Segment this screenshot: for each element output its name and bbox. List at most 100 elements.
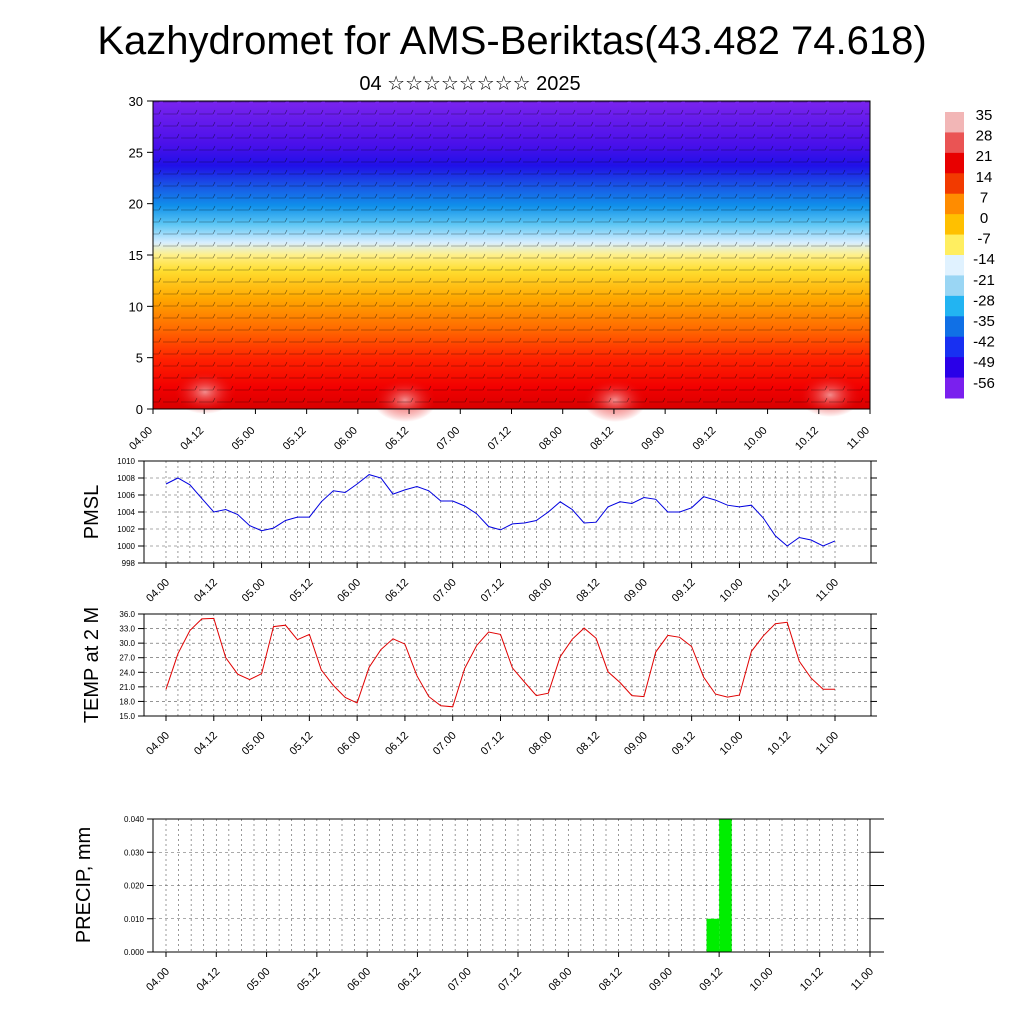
p3-x-tick-label-3: 05.12 — [288, 730, 316, 758]
p3-x-tick-label-13: 10.12 — [765, 730, 793, 758]
p3-x-tick-label-9: 08.12 — [574, 730, 602, 758]
p2-x-tick-label-1: 04.12 — [192, 577, 220, 605]
colorbar-label-7: -14 — [973, 251, 995, 268]
heatmap-y-tick-label-4: 20 — [129, 197, 143, 212]
p2-x-tick-label-4: 06.00 — [335, 577, 363, 605]
precip-panel: 0.000 0.010 0.020 0.030 0.040 04.00 04.12 05.0… — [73, 815, 884, 994]
p2-x-tick-label-3: 05.12 — [288, 577, 316, 605]
heatmap-x-tick-label-8: 08.00 — [537, 425, 565, 453]
colorbar-label-6: -7 — [977, 231, 990, 248]
temp-x-ticks: 04.00 04.12 05.00 05.12 06.00 06.12 07.00 07.12… — [144, 716, 841, 758]
colorbar-label-1: 28 — [976, 128, 993, 145]
heatmap-y-tick-label-3: 15 — [129, 248, 143, 263]
p3-y-tick-label-6: 33.0 — [119, 625, 135, 634]
heatmap-x-tick-label-2: 05.00 — [230, 425, 258, 453]
colorbar-label-9: -28 — [973, 292, 995, 309]
p2-x-tick-label-5: 06.12 — [383, 577, 411, 605]
pmsl-y-ticks: 998 1000 1002 1004 1006 1008 1010 — [117, 457, 877, 568]
p2-y-tick-label-5: 1008 — [117, 474, 135, 483]
p2-y-tick-label-2: 1002 — [117, 525, 135, 534]
pmsl-grid — [144, 461, 871, 563]
precip-x-tick-label-2: 05.00 — [245, 966, 273, 994]
p3-y-tick-label-3: 24.0 — [119, 668, 135, 677]
precip-grid — [153, 819, 871, 952]
colorbar-swatch-12 — [945, 357, 964, 379]
p3-y-tick-label-7: 36.0 — [119, 610, 135, 619]
p3-y-tick-label-2: 21.0 — [119, 683, 135, 692]
heatmap-y-tick-label-6: 30 — [129, 94, 143, 109]
pmsl-x-ticks: 04.00 04.12 05.00 05.12 06.00 06.12 07.00 07.12… — [144, 563, 841, 605]
pmsl-series-line — [165, 474, 836, 547]
p2-y-tick-label-4: 1006 — [117, 491, 135, 500]
p3-x-tick-label-0: 04.00 — [144, 730, 172, 758]
colorbar-swatch-5 — [945, 214, 964, 236]
heatmap-x-tick-label-10: 09.00 — [639, 425, 667, 453]
heatmap-x-tick-label-9: 08.12 — [588, 425, 616, 453]
p2-y-tick-label-3: 1004 — [117, 508, 135, 517]
heatmap-y-tick-label-5: 25 — [129, 145, 143, 160]
p2-y-tick-label-1: 1000 — [117, 542, 135, 551]
colorbar-swatch-4 — [945, 193, 964, 215]
heatmap-x-tick-label-12: 10.00 — [742, 425, 770, 453]
colorbar-swatch-0 — [945, 112, 964, 133]
p3-y-tick-label-0: 15.0 — [119, 712, 135, 721]
heatmap-x-tick-label-14: 11.00 — [845, 425, 872, 452]
p3-x-tick-label-5: 06.12 — [383, 730, 411, 758]
p2-x-tick-label-10: 09.00 — [622, 577, 650, 605]
p3-y-tick-label-5: 30.0 — [119, 639, 135, 648]
precip-x-tick-label-1: 04.12 — [194, 966, 222, 994]
chart-subtitle: 04 ☆☆☆☆☆☆☆☆ 2025 — [359, 73, 581, 95]
precip-frame — [152, 818, 871, 953]
p3-y-tick-label-4: 27.0 — [119, 654, 135, 663]
p3-x-tick-label-11: 09.12 — [670, 730, 698, 758]
p2-y-tick-label-6: 1010 — [117, 457, 135, 466]
precip-y-tick-label-2: 0.020 — [124, 882, 145, 891]
colorbar-swatch-3 — [945, 173, 964, 195]
heatmap-y-ticks: 0 5 10 15 20 25 30 — [129, 94, 153, 417]
precip-y-ticks: 0.000 0.010 0.020 0.030 0.040 — [124, 815, 884, 957]
p2-x-tick-label-6: 07.00 — [431, 577, 459, 605]
p2-x-tick-label-8: 08.00 — [526, 577, 554, 605]
temp-y-ticks: 15.0 18.0 21.0 24.0 27.0 30.0 33.0 36.0 — [119, 610, 877, 721]
colorbar-swatch-8 — [945, 275, 964, 297]
precip-x-tick-label-5: 06.12 — [396, 966, 424, 994]
wind-barbs — [153, 101, 870, 409]
colorbar-swatch-9 — [945, 295, 964, 317]
heatmap-x-tick-label-1: 04.12 — [178, 425, 206, 453]
precip-x-tick-label-4: 06.00 — [345, 966, 373, 994]
precip-x-tick-label-3: 05.12 — [295, 966, 323, 994]
colorbar-label-0: 35 — [976, 107, 993, 124]
colorbar-label-12: -49 — [973, 354, 995, 371]
pmsl-y-label: PMSL — [81, 485, 103, 539]
colorbar-label-4: 7 — [980, 189, 988, 206]
colorbar-swatch-7 — [945, 255, 964, 276]
temp-y-label: TEMP at 2 M — [81, 607, 103, 723]
heatmap-x-tick-label-13: 10.12 — [793, 425, 821, 453]
p2-x-tick-label-12: 10.00 — [718, 577, 746, 605]
colorbar-label-13: -56 — [973, 375, 995, 392]
colorbar-label-11: -42 — [973, 334, 995, 351]
p2-x-tick-label-2: 05.00 — [240, 577, 268, 605]
temp-grid — [144, 614, 871, 716]
p2-x-tick-label-9: 08.12 — [574, 577, 602, 605]
precip-x-tick-label-6: 07.00 — [446, 966, 474, 994]
colorbar-swatch-6 — [945, 234, 964, 256]
heatmap-x-tick-label-11: 09.12 — [691, 425, 719, 453]
precip-x-tick-label-14: 11.00 — [849, 966, 876, 993]
colorbar: 35 28 21 14 7 0 -7 -14 -21 -28 -35 -42 -49 -56 — [945, 107, 995, 399]
precip-x-tick-label-7: 07.12 — [496, 966, 524, 994]
colorbar-swatch-10 — [945, 316, 964, 338]
heatmap-panel: 0 5 10 15 20 25 30 04.00 04.12 05.00 05.12 06.00 06… — [127, 94, 872, 453]
colorbar-label-5: 0 — [980, 210, 988, 227]
heatmap-x-tick-label-7: 07.12 — [486, 425, 514, 453]
precip-y-tick-label-1: 0.010 — [124, 915, 145, 924]
colorbar-swatch-1 — [945, 132, 964, 154]
pmsl-panel: 998 1000 1002 1004 1006 1008 1010 04.00 04.12 05… — [81, 457, 877, 605]
temp-frame — [143, 613, 872, 717]
p3-x-tick-label-14: 11.00 — [814, 730, 841, 757]
precip-x-tick-label-13: 10.12 — [798, 966, 826, 994]
p3-x-tick-label-8: 08.00 — [526, 730, 554, 758]
colorbar-label-8: -21 — [973, 272, 995, 289]
colorbar-label-3: 14 — [976, 169, 993, 186]
p2-x-tick-label-11: 09.12 — [670, 577, 698, 605]
